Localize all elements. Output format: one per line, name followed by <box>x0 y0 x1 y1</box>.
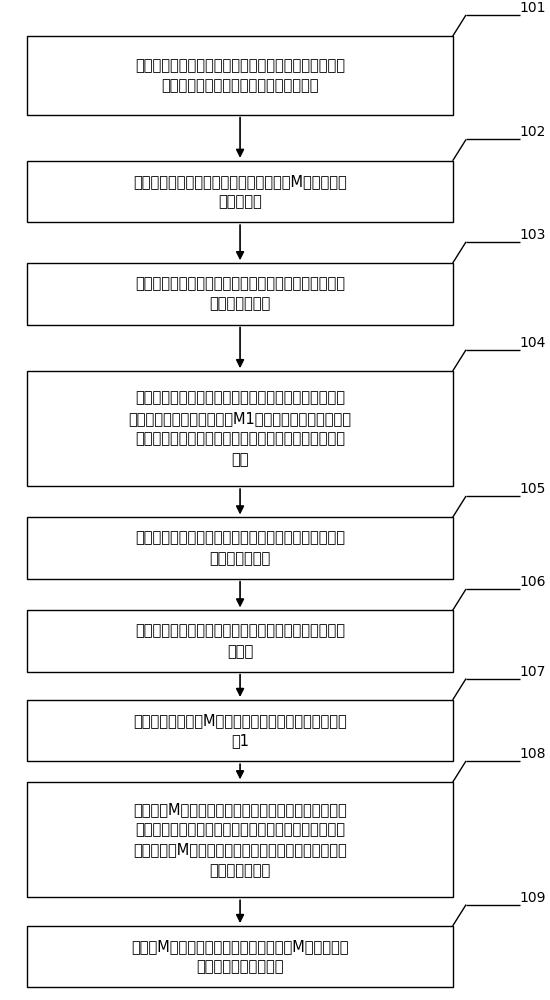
Text: 选择亲和力值小的M个抗体，并将所述初始迭代次数增
加1: 选择亲和力值小的M个抗体，并将所述初始迭代次数增 加1 <box>133 713 347 748</box>
Text: 108: 108 <box>520 747 546 761</box>
Bar <box>28 517 453 579</box>
Text: 根据预先设置的亲和力函数计算所述第一抗体群中各个
抗体的亲和力值: 根据预先设置的亲和力函数计算所述第一抗体群中各个 抗体的亲和力值 <box>135 276 345 312</box>
Text: 104: 104 <box>520 336 546 350</box>
Bar <box>28 161 453 222</box>
Bar <box>28 700 453 761</box>
Bar <box>28 926 453 987</box>
Bar <box>28 371 453 486</box>
Text: 判断所述M个抗体是否满足收敛条件，所述收敛条件为
所述初始迭代次数等于所述预先设置的最大迭代次数，
或者，所述M个抗体的最大亲和力值小于或者等于预先
设置的亲和: 判断所述M个抗体是否满足收敛条件，所述收敛条件为 所述初始迭代次数等于所述预先设… <box>133 802 347 878</box>
Text: 设置阵列天线方向图的参数、初始迭代次数、最大迭代
次数，并将所述参数作为免疫算法的抗体: 设置阵列天线方向图的参数、初始迭代次数、最大迭代 次数，并将所述参数作为免疫算法… <box>135 58 345 93</box>
Bar <box>28 782 453 897</box>
Text: 105: 105 <box>520 482 546 496</box>
Bar <box>28 36 453 115</box>
Text: 对所述第一抗体群中各个抗体按照亲和力值由小到大进
行排序，选择亲和力值小的M1个抗体进行克隆繁殖得到
新的抗体群，并计算所述新的抗体群中各个抗体的亲和
力值: 对所述第一抗体群中各个抗体按照亲和力值由小到大进 行排序，选择亲和力值小的M1个… <box>129 391 351 467</box>
Text: 102: 102 <box>520 125 546 139</box>
Text: 根据预先设置的亲和力函数计算所述新的抗体群中各个
抗体的亲和力值: 根据预先设置的亲和力函数计算所述新的抗体群中各个 抗体的亲和力值 <box>135 530 345 566</box>
Text: 对所述新的抗体群中各个抗体按照亲和力值由小到大进
行排序: 对所述新的抗体群中各个抗体按照亲和力值由小到大进 行排序 <box>135 623 345 659</box>
Text: 根据所述抗体、预先设置的抗体群规模数M，随机产生
第一抗体群: 根据所述抗体、预先设置的抗体群规模数M，随机产生 第一抗体群 <box>133 174 347 209</box>
Text: 103: 103 <box>520 228 546 242</box>
Text: 106: 106 <box>520 575 546 589</box>
Bar <box>28 610 453 672</box>
Text: 107: 107 <box>520 665 546 679</box>
Text: 若所述M个抗体满足收敛条件，则将所述M个抗体作为
所述阵列天线图的参数: 若所述M个抗体满足收敛条件，则将所述M个抗体作为 所述阵列天线图的参数 <box>131 939 349 974</box>
Text: 101: 101 <box>520 1 546 15</box>
Bar <box>28 263 453 325</box>
Text: 109: 109 <box>520 891 546 905</box>
